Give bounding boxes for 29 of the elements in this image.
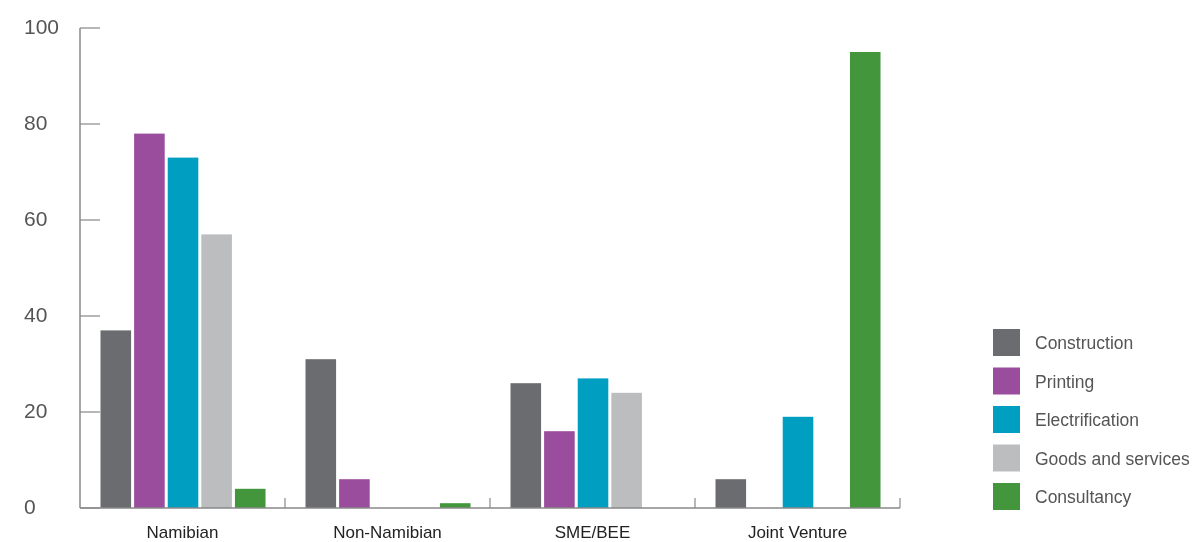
- bar: [100, 330, 132, 508]
- y-tick-label: 0: [24, 494, 36, 518]
- bar: [201, 234, 232, 508]
- x-tick-label: Non-Namibian: [333, 523, 442, 542]
- bar: [510, 383, 542, 508]
- y-tick-label: 80: [24, 110, 48, 134]
- bar: [544, 431, 575, 508]
- x-tick-label: SME/BEE: [554, 523, 631, 542]
- y-tick-label: 40: [24, 302, 48, 326]
- bar: [339, 479, 370, 508]
- bar: [782, 416, 814, 508]
- y-tick-label: 100: [24, 14, 60, 38]
- y-tick-label: 60: [24, 206, 48, 230]
- bar: [234, 488, 266, 508]
- legend-label: Consultancy: [1035, 487, 1132, 507]
- bar: [305, 359, 337, 508]
- legend-label: Printing: [1035, 371, 1095, 392]
- x-tick-label: Namibian: [146, 523, 219, 542]
- legend-label: Goods and services: [1035, 448, 1190, 469]
- x-tick-label: Joint Venture: [747, 523, 848, 542]
- legend-label: Construction: [1035, 333, 1134, 353]
- bar: [611, 392, 642, 508]
- bar: [577, 378, 609, 508]
- legend-label: Electrification: [1035, 410, 1140, 430]
- bar: [849, 52, 881, 508]
- bar: [167, 157, 199, 508]
- bar: [134, 133, 165, 508]
- bar: [715, 479, 747, 508]
- y-tick-label: 20: [24, 398, 48, 422]
